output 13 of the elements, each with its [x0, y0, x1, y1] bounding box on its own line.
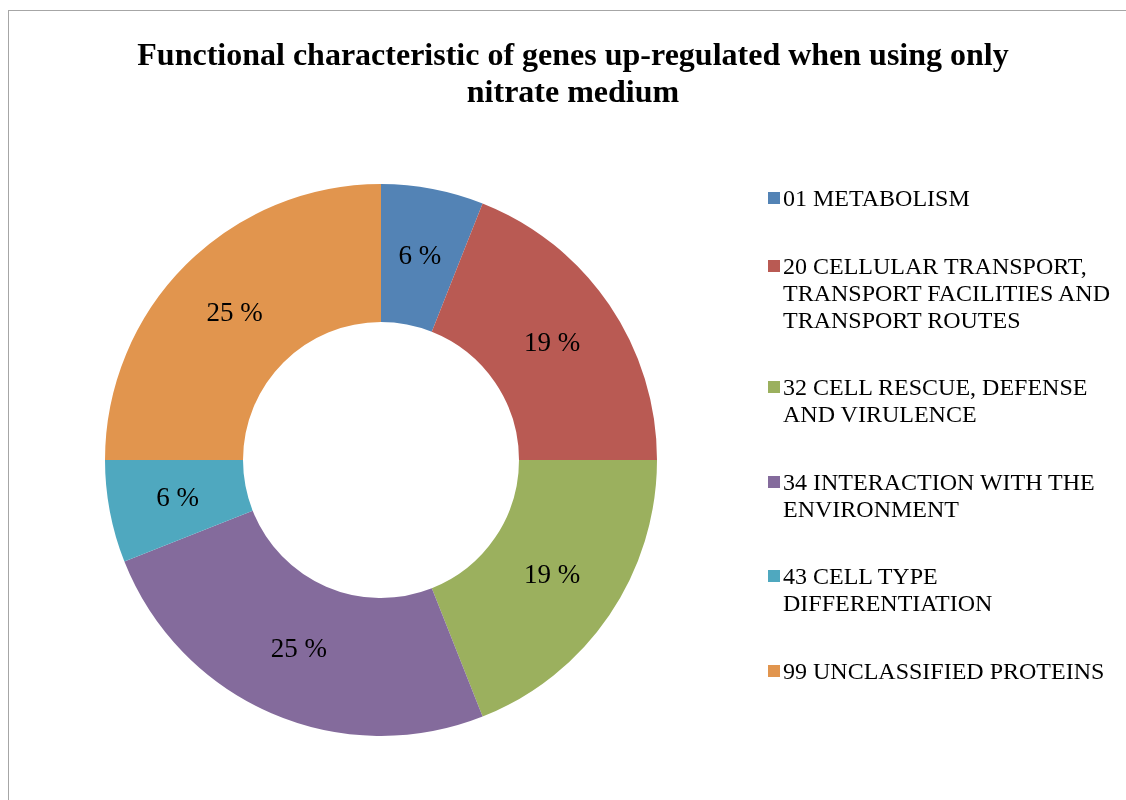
data-label: 6 %	[156, 481, 200, 512]
legend-label: 20 CELLULAR TRANSPORT, TRANSPORT FACILITIES AND TRANSPORT ROUTES	[783, 252, 1112, 334]
legend-label: 43 CELL TYPE DIFFERENTIATION	[783, 563, 994, 618]
data-label: 19 %	[524, 559, 581, 590]
legend-label: 32 CELL RESCUE, DEFENSE AND VIRULENCE	[783, 374, 1089, 429]
data-label: 25 %	[206, 296, 263, 327]
legend-label: 01 METABOLISM	[783, 185, 971, 212]
legend-label: 99 UNCLASSIFIED PROTEINS	[783, 657, 1106, 685]
data-label: 25 %	[270, 633, 327, 664]
data-label: 6 %	[398, 239, 442, 270]
data-label: 19 %	[524, 326, 581, 357]
chart-title: Functional characteristic of genes up-regulated when using only nitrate medium	[136, 36, 1010, 110]
legend-label: 34 INTERACTION WITH THE ENVIRONMENT	[783, 468, 1096, 523]
